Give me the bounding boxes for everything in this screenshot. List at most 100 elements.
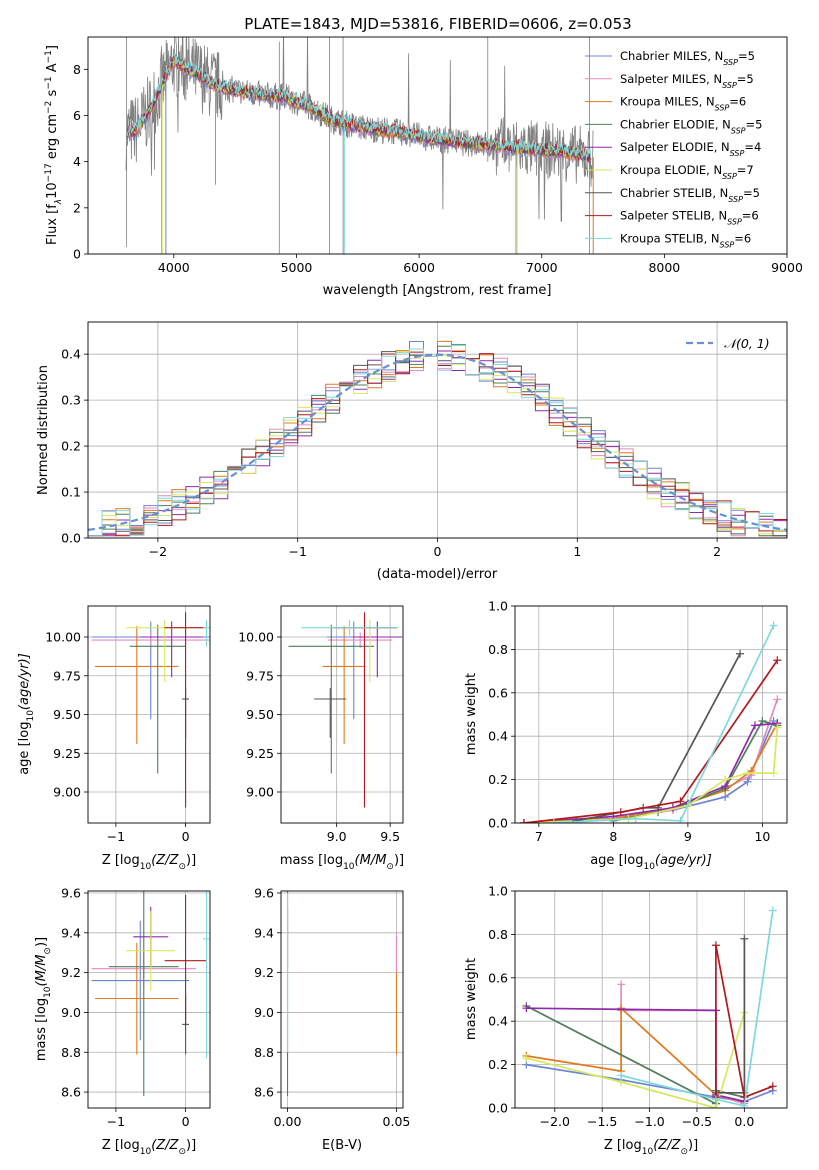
weight-marker [519,819,528,823]
weight-marker [773,695,782,704]
label-fragment: ⊙ [386,862,394,872]
label-fragment: (Z/Z [151,1138,179,1153]
x-tick-label: 2 [713,544,721,559]
x-axis-label: E(B-V) [322,1138,362,1153]
y-tick-label: 8.6 [61,1085,81,1100]
weight-line [523,659,779,823]
grid [515,890,787,1109]
x-tick-label: −0.5 [682,1114,712,1129]
y-axis-label: mass [log10(M/M⊙)] [34,937,53,1061]
residuals-panel: −2 −1 0 1 2 0.0 0.1 0.2 0.3 0.4 𝒩(0, 1) (data-model… [36,321,788,582]
y-tick-label: 8.6 [254,1085,274,1100]
label-fragment: (Z/Z [151,853,179,868]
plot-area [88,340,787,537]
label-fragment: ⊙ [43,947,53,955]
weight-line [715,945,774,1099]
x-tick-label: −2 [149,544,167,559]
weight-marker [768,906,777,915]
y-tick-label: 1.0 [488,599,508,614]
label-fragment: SSP [715,103,730,112]
mass-weight-vs-metallicity-panel: −2.0 −1.5 −1.0 −0.5 0.0 0.0 0.2 0.4 0.6 0.8 1.0 Z [… [464,884,788,1157]
label-fragment: =6 [734,231,751,245]
label-fragment: =4 [744,140,761,154]
label-fragment: Kroupa STELIB, N [620,231,720,245]
weight-line [620,910,774,1107]
y-tick-label: 2 [73,200,81,215]
y-tick-label: 0.8 [488,927,508,942]
legend-label: Salpeter ELODIE, NSSP=4 [620,140,761,158]
label-fragment: 10 [45,182,60,199]
weight-marker [549,819,558,823]
label-fragment: )] [688,1138,698,1153]
age-vs-mass-panel: 9.0 9.5 9.00 9.25 9.50 9.75 10.00 mass [log10(M… [238,605,404,872]
mass-vs-ebv-panel: 0.00 0.05 8.6 8.8 9.0 9.2 9.4 9.6 E(B-V) [254,885,411,1153]
residual-histogram [88,344,787,537]
legend-label: Salpeter STELIB, NSSP=6 [620,209,759,227]
label-fragment: 10 [140,1147,152,1157]
label-fragment: −17 [44,163,54,182]
y-tick-label: 0.0 [488,816,508,831]
label-fragment: Z [log [102,853,140,868]
y-tick-label: 0.0 [488,1101,508,1116]
label-fragment: ] [45,45,60,50]
grid [281,606,403,823]
x-tick-label: 9000 [771,260,803,275]
label-fragment: )] [34,937,49,947]
y-tick-label: 0.8 [488,642,508,657]
label-fragment: Flux [f [45,204,60,245]
y-tick-label: 0.3 [61,393,81,408]
y-tick-label: 0.6 [488,970,508,985]
label-fragment: =6 [729,95,746,109]
x-tick-label: 0 [434,544,442,559]
y-tick-label: 8 [73,62,81,77]
y-axis-label: age [log10(age/yr)] [17,653,36,775]
label-fragment: SSP [727,217,742,226]
label-fragment: 10 [26,710,36,722]
label-fragment: 10 [140,862,152,872]
weight-marker [711,941,720,950]
label-fragment: ⊙ [178,862,186,872]
legend-label: Salpeter MILES, NSSP=5 [620,72,754,90]
x-tick-label: 0.05 [383,1114,411,1129]
weight-marker [758,717,767,726]
plot-area [125,37,594,254]
grid [281,891,403,1108]
y-tick-label: 10.00 [238,630,274,645]
weight-marker [617,980,626,989]
axes-frame [87,890,211,1109]
label-fragment: SSP [731,126,746,135]
weight-marker [522,1004,531,1013]
label-fragment: (M/M [34,955,49,987]
spectrum-data-line [125,37,594,222]
y-tick-label: 8.8 [254,1045,274,1060]
weight-marker [740,1093,749,1102]
weight-line [523,727,779,823]
axes-frame [87,605,211,824]
y-axis-label: Normed distribution [36,365,51,495]
x-tick-label: −1 [107,829,125,844]
label-fragment: SSP [723,58,738,67]
y-tick-label: 9.4 [61,925,81,940]
mass-vs-metallicity-panel: −1 08.68.89.09.29.49.6Z [log10(Z/Z⊙)]mass… [34,885,211,1157]
y-tick-label: 10.00 [45,630,81,645]
x-tick-label: 9.0 [327,829,347,844]
label-fragment: =5 [743,186,760,200]
axes-frame [280,890,404,1109]
weight-marker [743,777,752,786]
axes-frame [514,890,788,1109]
label-fragment: age [log [590,853,643,868]
x-tick-label: 5000 [281,260,313,275]
axes-frame [514,605,788,824]
weight-marker [773,723,782,732]
x-tick-label: 7000 [526,260,558,275]
label-fragment: mass [log [280,853,343,868]
weight-marker [522,1054,531,1063]
x-tick-label: −1.0 [634,1114,664,1129]
label-fragment: =5 [746,117,763,131]
y-tick-label: 0.0 [61,531,81,546]
weight-marker [631,814,640,823]
y-tick-label: 0.1 [61,485,81,500]
weight-marker [721,775,730,784]
